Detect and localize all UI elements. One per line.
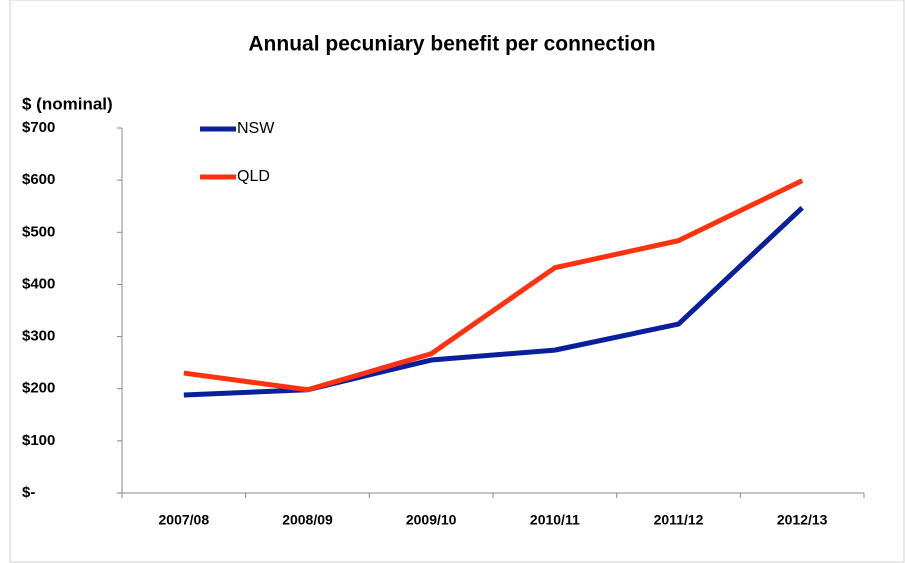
y-tick-label: $500 [22, 223, 55, 240]
x-tick-label: 2011/12 [654, 512, 704, 528]
y-tick-label: $100 [22, 432, 55, 449]
x-tick-label: 2012/13 [777, 512, 828, 528]
chart-frame [9, 0, 905, 563]
chart-title: Annual pecuniary benefit per connection [248, 33, 655, 56]
legend-label: NSW [237, 120, 275, 137]
y-tick-label: $600 [22, 171, 55, 188]
x-tick-label: 2008/09 [282, 512, 333, 528]
y-tick-label: $- [22, 484, 35, 501]
x-tick-label: 2009/10 [406, 512, 457, 528]
series-line [183, 205, 804, 398]
y-tick-label: $200 [22, 380, 55, 397]
x-tick-label: 2007/08 [159, 512, 210, 528]
x-tick-label: 2010/11 [530, 512, 580, 528]
legend-label: QLD [237, 168, 270, 185]
y-tick-label: $400 [22, 275, 55, 292]
series-line [183, 178, 804, 393]
y-tick-label: $700 [22, 119, 55, 136]
y-axis-label: $ (nominal) [22, 94, 113, 113]
y-tick-label: $300 [22, 328, 55, 345]
